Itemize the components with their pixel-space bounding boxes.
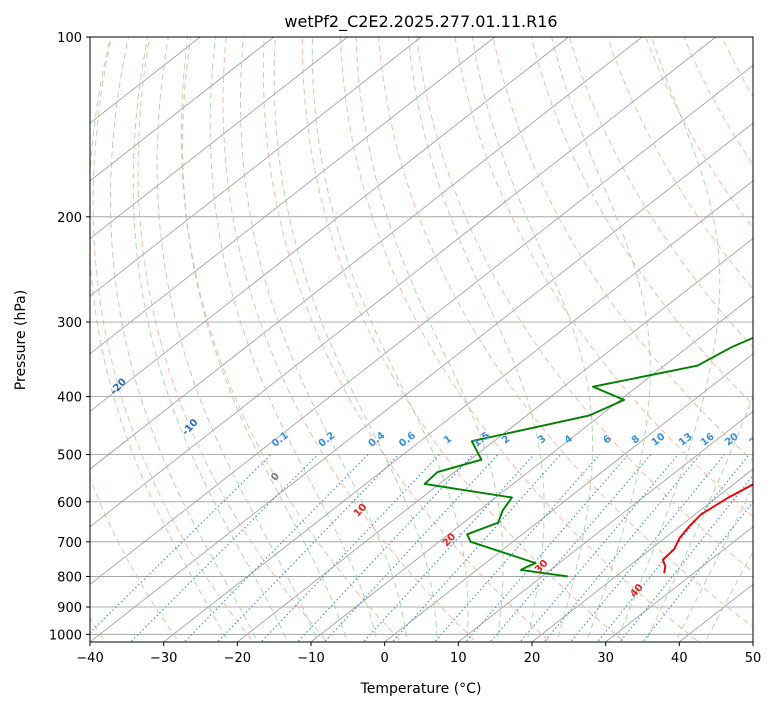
isotherm-line [90,37,422,297]
moist-adiabat-line [551,37,651,642]
mixing-ratio-lines [90,454,753,642]
moist-adiabat-line [90,37,229,642]
isotherm-line [90,122,753,642]
isotherm-line [90,65,753,585]
mixing-ratio-line [543,454,701,642]
moist-adiabat-line [132,37,289,642]
dry-adiabat-line [222,37,477,642]
isotherm-line [531,468,753,642]
dry-adiabat-line [530,37,753,406]
dry-adiabat-line [137,37,329,642]
y-tick-label: 600 [57,496,82,511]
y-tick-label: 500 [57,449,82,464]
dry-adiabat-line [568,37,753,349]
plot-area: 0.10.20.40.611.52346810131620253036-100-… [90,37,766,642]
dry-adiabat-line [301,37,626,642]
moist-adiabat-line [645,395,753,642]
isotherm-line [458,410,753,642]
dewpoint-line [423,336,753,578]
mixing-ratio-line [90,454,272,634]
moist-adiabat-line [355,37,504,642]
isotherm-line [90,37,717,528]
mixing-ratio-label: 25 [748,431,766,448]
moist-adiabat-line [209,37,378,642]
isotherm-gridlines [90,37,753,642]
dry-adiabat-line [92,37,254,642]
moist-adiabat-line [110,37,259,642]
chart-title: wetPf2_C2E2.2025.277.01.11.R16 [284,12,557,32]
x-tick-label: 30 [597,651,614,666]
isotherm-line [90,37,643,470]
dry-adiabat-line [492,37,753,462]
dry-adiabat-line [378,37,753,628]
mixing-ratio-line [433,454,600,642]
y-tick-label: 900 [57,601,82,616]
isotherm-line [163,180,753,642]
dry-adiabat-line [339,37,700,642]
y-axis: 100 200 300 400 500 600 700 800 900 1000 [49,31,90,643]
x-tick-label: 0 [381,651,389,666]
dry-adiabat-line [180,37,403,642]
x-tick-label: 20 [524,651,541,666]
x-tick-label: 50 [745,651,762,666]
isotherm-line [605,526,753,642]
y-axis-label: Pressure (hPa) [13,290,29,390]
moist-adiabat-line [273,37,438,642]
x-tick-label: −10 [297,651,324,666]
plot-frame [89,36,754,643]
y-tick-label: 200 [57,211,82,226]
y-tick-label: 1000 [49,628,82,643]
mixing-ratio-line [619,474,753,642]
dry-adiabat-line [416,37,753,573]
sounding-series [423,336,753,578]
isotherm-line [90,37,348,239]
temperature-line [661,483,753,574]
mixing-ratio-line [129,454,319,642]
isotherm-line [90,37,496,355]
isotherm-line [237,237,753,642]
moist-adiabat-line [408,37,545,642]
y-tick-label: 300 [57,316,82,331]
x-tick-label: −20 [224,651,251,666]
mixing-ratio-line [391,454,562,642]
moist-adiabat-line [674,485,753,642]
isotherm-line [384,353,753,642]
isotherm-line [90,37,275,182]
dry-adiabat-line [90,476,180,642]
mixing-ratio-line [260,454,440,642]
moist-adiabat-line [471,37,594,642]
y-tick-label: 400 [57,391,82,406]
mixing-ratio-line [183,454,369,642]
x-axis-label: Temperature (°C) [360,681,482,697]
dry-adiabat-line [454,37,753,518]
mixing-ratio-line [596,454,750,642]
dry-adiabat-line [606,37,753,290]
moist-adiabat-line [156,37,319,642]
moist-adiabat-line [615,37,721,642]
moist-adiabats [90,37,753,642]
x-tick-label: −40 [76,651,103,666]
mixing-ratio-line [569,454,725,642]
moist-adiabat-line [182,37,348,642]
isotherm-line [90,37,569,412]
moist-adiabat-line [240,37,408,642]
isobar-gridlines [90,37,753,635]
y-tick-label: 700 [57,536,82,551]
y-tick-label: 100 [57,31,82,46]
dry-adiabat-line [262,37,552,642]
dry-adiabats [90,37,753,642]
x-tick-label: −30 [150,651,177,666]
x-axis: −40 −30 −20 −10 0 10 20 30 40 50 [76,642,761,666]
mixing-ratio-line [362,454,535,642]
x-tick-label: 40 [671,651,688,666]
mixing-ratio-line [642,501,753,642]
mixing-ratio-line [464,454,629,642]
isotherm-line [310,295,753,642]
y-tick-label: 800 [57,570,82,585]
x-tick-label: 10 [450,651,467,666]
mixing-ratio-line [216,454,400,642]
